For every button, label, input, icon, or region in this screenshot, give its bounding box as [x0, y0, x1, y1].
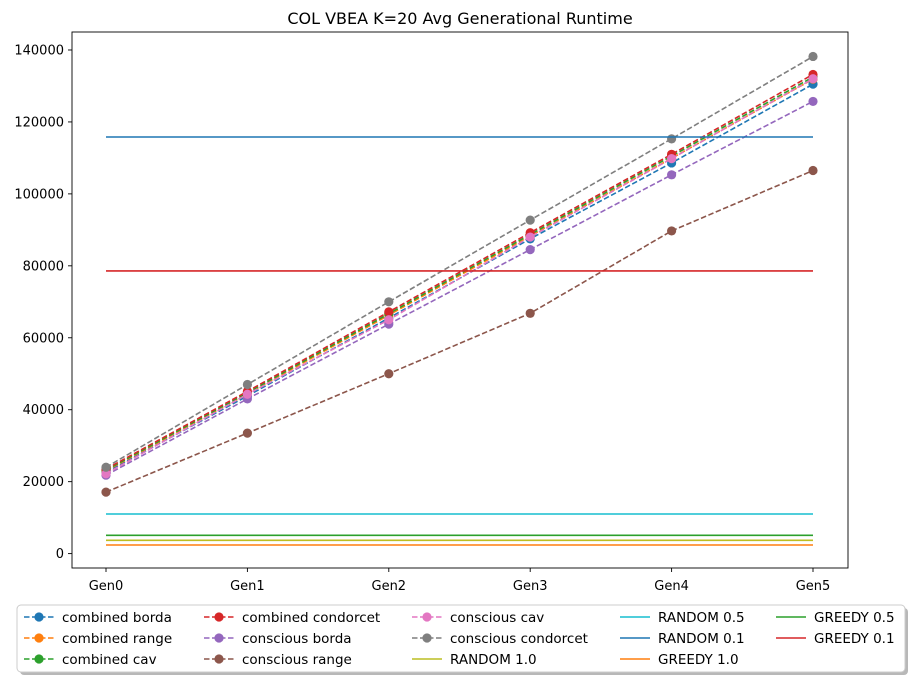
x-tick-label: Gen2	[372, 579, 407, 594]
legend-label: RANDOM 0.1	[658, 631, 745, 647]
data-point	[525, 245, 535, 255]
plot-frame	[71, 31, 849, 569]
data-point	[525, 232, 535, 242]
legend-label: GREEDY 0.1	[814, 631, 895, 647]
y-tick-label: 120000	[14, 115, 64, 130]
x-tick-label: Gen5	[796, 579, 831, 594]
data-point	[525, 215, 535, 225]
legend-marker	[214, 633, 224, 643]
data-point	[667, 154, 677, 164]
y-tick-label: 140000	[14, 43, 64, 58]
series-line	[105, 55, 814, 468]
legend-label: GREEDY 1.0	[658, 652, 739, 668]
data-point	[384, 297, 394, 307]
data-point	[808, 51, 818, 62]
series-line	[105, 76, 814, 471]
legend-marker	[34, 633, 44, 643]
legend-label: GREEDY 0.5	[814, 610, 895, 626]
legend-frame	[16, 604, 906, 673]
legend-marker	[214, 612, 224, 622]
data-point	[808, 96, 818, 107]
data-point	[242, 428, 252, 438]
legend-label: conscious cav	[450, 610, 544, 626]
legend-label: combined borda	[62, 610, 172, 626]
legend-label: RANDOM 1.0	[450, 652, 537, 668]
data-point	[667, 226, 677, 236]
y-tick-label: 20000	[23, 475, 64, 490]
legend: combined borda combined range combined cav…	[16, 604, 908, 675]
chart-title: COL VBEA K=20 Avg Generational Runtime	[287, 9, 632, 28]
legend-marker	[34, 612, 44, 622]
data-point	[384, 369, 394, 379]
y-tick-label: 60000	[23, 331, 64, 346]
series-line	[105, 100, 814, 476]
data-point	[242, 389, 252, 399]
data-point	[384, 315, 394, 325]
data-point	[101, 487, 111, 497]
data-point	[808, 165, 818, 176]
legend-label: combined condorcet	[242, 610, 380, 626]
legend-marker	[34, 654, 44, 664]
y-tick-label: 0	[56, 547, 64, 562]
x-tick-label: Gen3	[513, 579, 548, 594]
legend-marker	[214, 654, 224, 664]
data-point	[667, 170, 677, 180]
legend-marker	[422, 612, 432, 622]
legend-marker	[422, 633, 432, 643]
series-line	[105, 169, 814, 493]
data-point	[101, 469, 111, 479]
data-point	[808, 74, 818, 84]
legend-label: combined range	[62, 631, 172, 647]
data-point	[384, 307, 394, 317]
legend-label: RANDOM 0.5	[658, 610, 745, 626]
data-point	[667, 134, 677, 144]
data-point	[525, 308, 535, 318]
legend-label: conscious range	[242, 652, 352, 668]
data-point	[242, 379, 252, 390]
legend-label: conscious borda	[242, 631, 352, 647]
legend-label: conscious condorcet	[450, 631, 588, 647]
plot-area: Gen0 Gen1 Gen2 Gen3 Gen4 Gen5 0 20000 40000 60000…	[14, 31, 849, 594]
data-point	[101, 462, 111, 472]
x-tick-label: Gen1	[230, 579, 265, 594]
legend-label: combined cav	[62, 652, 157, 668]
y-tick-label: 100000	[14, 187, 64, 202]
series-line	[105, 78, 814, 475]
y-tick-label: 40000	[23, 403, 64, 418]
y-tick-label: 80000	[23, 259, 64, 274]
series-line	[105, 73, 814, 470]
x-tick-label: Gen4	[654, 579, 689, 594]
x-tick-label: Gen0	[89, 579, 124, 594]
